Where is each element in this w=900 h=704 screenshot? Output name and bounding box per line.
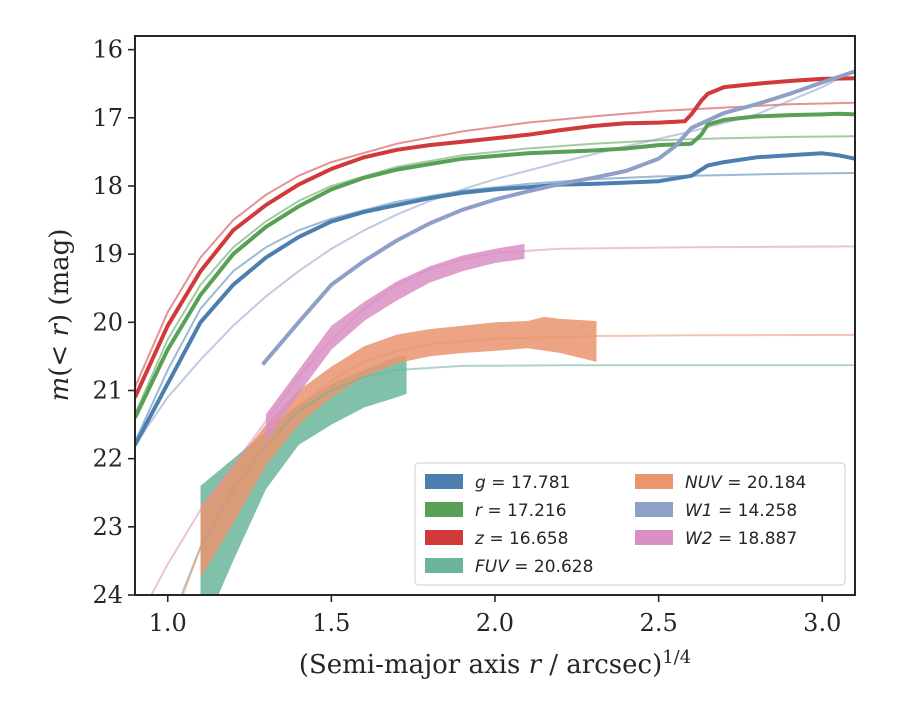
model-curve-r xyxy=(135,135,855,415)
observed-band-w2 xyxy=(265,243,525,442)
y-tick-label: 21 xyxy=(92,376,123,404)
x-tick-label: 2.5 xyxy=(640,609,678,637)
model-curve-g xyxy=(135,172,855,443)
legend-label-nuv: NUV = 20.184 xyxy=(685,473,806,493)
observed-curve-z xyxy=(135,76,855,399)
model-curve-w1 xyxy=(135,69,855,446)
x-tick-label: 3.0 xyxy=(803,609,841,637)
legend-swatch-fuv xyxy=(425,558,463,573)
legend-label-g: g = 17.781 xyxy=(475,473,570,493)
observed-curve-w1 xyxy=(261,69,855,366)
x-tick-label: 1.0 xyxy=(149,609,187,637)
y-tick-label: 20 xyxy=(92,308,123,336)
y-tick-label: 22 xyxy=(92,445,123,473)
x-axis-label: (Semi-major axis r / arcsec)1/4 xyxy=(299,647,691,680)
observed-band-nuv xyxy=(200,316,597,578)
legend-swatch-r xyxy=(425,502,463,517)
y-tick-label: 17 xyxy=(92,104,123,132)
model-curve-nuv xyxy=(181,333,855,595)
x-tick-label: 2.0 xyxy=(476,609,514,637)
observed-curve-r xyxy=(135,111,855,419)
y-tick-label: 24 xyxy=(92,581,123,609)
legend-swatch-w2 xyxy=(635,530,673,545)
y-tick-label: 23 xyxy=(92,513,123,541)
model-curve-z xyxy=(135,101,855,388)
legend-label-w2: W2 = 18.887 xyxy=(685,529,797,549)
legend-swatch-z xyxy=(425,530,463,545)
legend-swatch-g xyxy=(425,474,463,489)
legend-label-fuv: FUV = 20.628 xyxy=(475,557,593,577)
y-tick-label: 19 xyxy=(92,240,123,268)
legend-swatch-w1 xyxy=(635,502,673,517)
legend: g = 17.781 r = 17.216 z = 16.658 FUV = 20.6… xyxy=(414,462,846,586)
legend-swatch-nuv xyxy=(635,474,673,489)
legend-label-z: z = 16.658 xyxy=(474,529,568,549)
y-axis-label: m(< r) (mag) xyxy=(45,229,75,402)
legend-box xyxy=(414,462,846,586)
legend-label-r: r = 17.216 xyxy=(475,501,567,521)
model-curve-w2 xyxy=(150,245,855,595)
y-tick-label: 18 xyxy=(92,172,123,200)
legend-label-w1: W1 = 14.258 xyxy=(685,501,797,521)
y-tick-label: 16 xyxy=(92,36,123,64)
observed-curve-g xyxy=(135,151,855,446)
x-tick-label: 1.5 xyxy=(312,609,350,637)
